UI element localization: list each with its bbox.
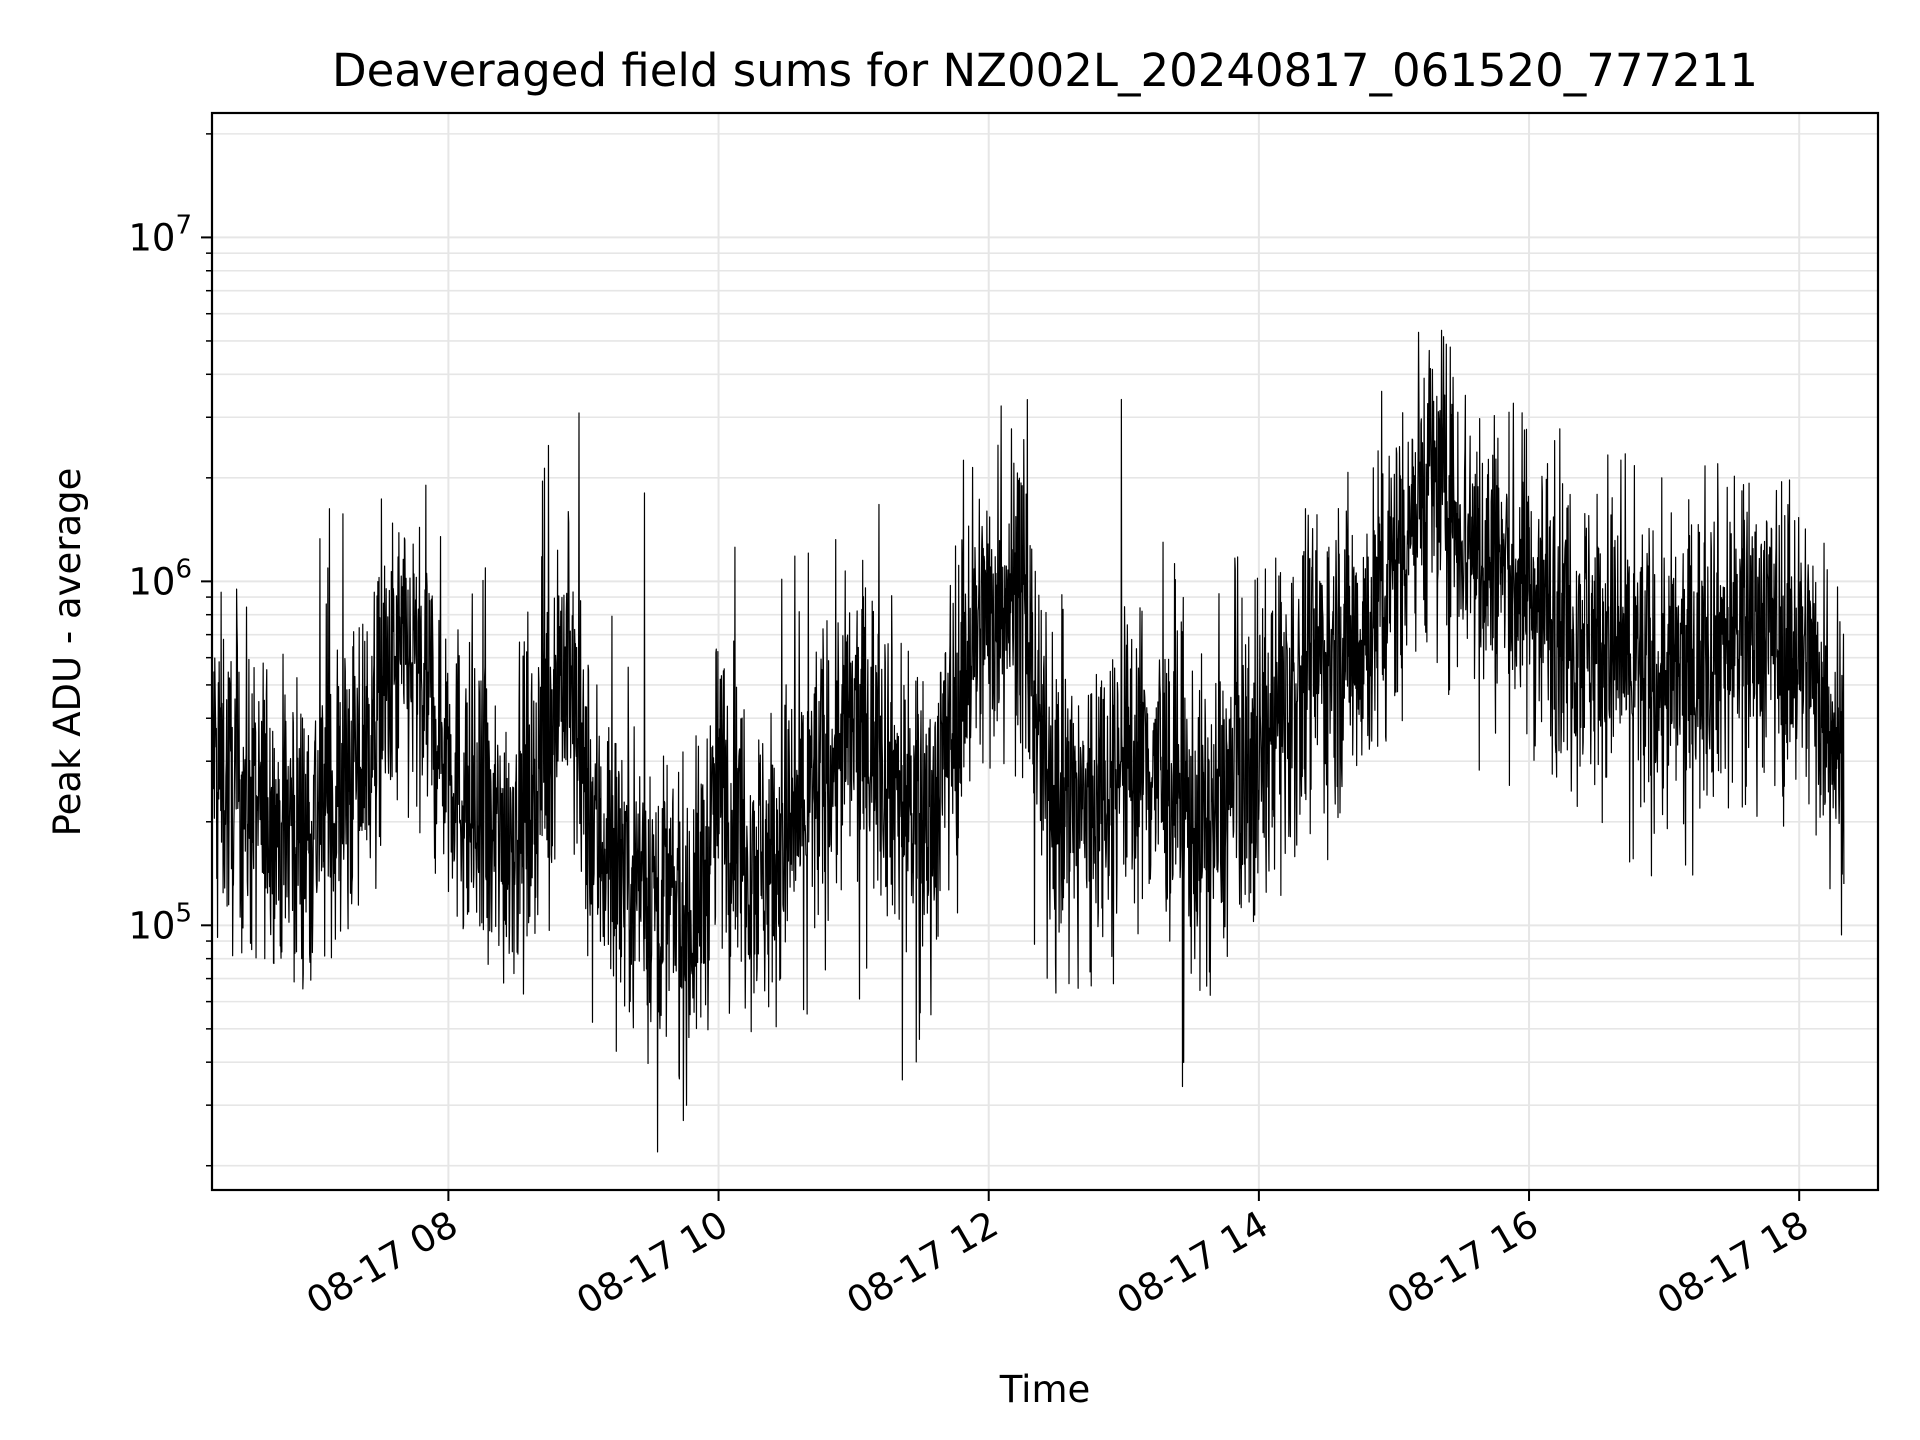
y-tick-base: 10 bbox=[128, 904, 175, 947]
y-tick-base: 10 bbox=[128, 560, 175, 603]
y-tick-label: 107 bbox=[128, 210, 192, 259]
plot-area-frame bbox=[210, 111, 1880, 1192]
y-tick-exponent: 5 bbox=[175, 898, 192, 928]
y-tick-label: 106 bbox=[128, 554, 192, 603]
y-tick-exponent: 7 bbox=[175, 210, 192, 240]
y-tick-base: 10 bbox=[128, 216, 175, 259]
y-tick-exponent: 6 bbox=[175, 554, 192, 584]
chart-title: Deaveraged field sums for NZ002L_2024081… bbox=[332, 44, 1758, 97]
x-axis-label: Time bbox=[999, 1368, 1091, 1411]
y-tick-label: 105 bbox=[128, 898, 192, 947]
series-layer bbox=[212, 329, 1845, 1153]
series-line bbox=[212, 329, 1845, 1153]
y-axis-label: Peak ADU - average bbox=[46, 468, 89, 837]
